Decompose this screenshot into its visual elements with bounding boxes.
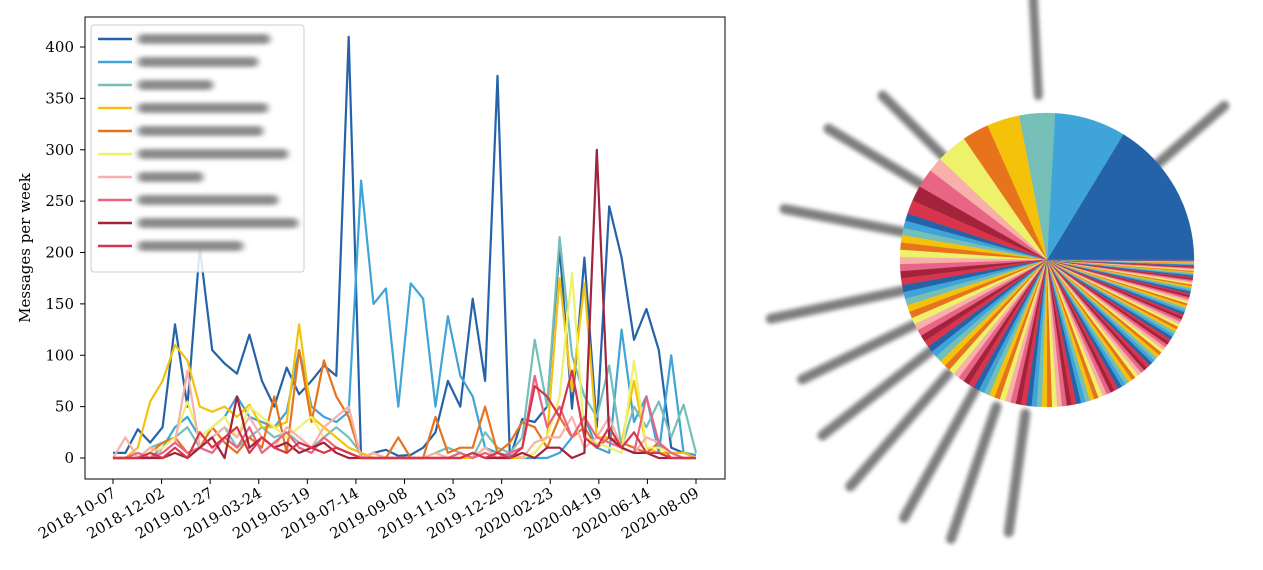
legend-label-redacted [138, 80, 213, 90]
slice-label-blur [877, 90, 948, 161]
pie-slices [899, 112, 1195, 408]
slice-label-redacted [779, 203, 913, 238]
y-tick-label: 300 [45, 141, 74, 159]
slice-label-redacted [898, 381, 982, 524]
legend-entries [98, 34, 298, 251]
legend-label-redacted [138, 34, 270, 44]
legend-label-redacted [138, 218, 298, 228]
slice-label-redacted [1003, 408, 1031, 538]
legend-label-redacted [138, 195, 278, 205]
slice-label-redacted [817, 344, 938, 441]
slice-label-redacted [845, 368, 954, 492]
slice-label-blur [845, 368, 954, 492]
y-tick-label: 400 [45, 38, 74, 56]
slice-label-redacted [797, 319, 920, 385]
y-tick-label: 200 [45, 244, 74, 262]
slice-label-blur [797, 319, 920, 385]
legend-label-redacted [138, 103, 268, 113]
y-tick-label: 50 [55, 398, 74, 416]
series-lines [112, 35, 698, 460]
slice-label-redacted [823, 123, 928, 191]
slice-label-redacted [877, 90, 948, 161]
slice-label-blur [1003, 408, 1031, 538]
slice-label-blur [817, 344, 938, 441]
slice-label-blur [765, 285, 908, 324]
slice-label-blur [779, 203, 913, 238]
legend-label-redacted [138, 172, 203, 182]
slice-label-redacted [765, 285, 908, 324]
pie-chart [765, 0, 1230, 544]
slice-label-blur [945, 401, 1002, 544]
slice-label-blur [898, 381, 982, 524]
slice-label-redacted [1028, 0, 1043, 101]
series-line [113, 369, 696, 460]
pie-slice [1046, 134, 1195, 261]
line-chart: 0 50 100 150 200 250 300 350 400 2018-10-072018-… [16, 16, 726, 543]
y-axis-label: Messages per week [16, 172, 34, 323]
slice-label-blur [1143, 100, 1230, 177]
slice-label-redacted [1143, 100, 1230, 177]
x-axis-ticks: 2018-10-072018-12-022019-01-272019-03-24… [35, 479, 702, 543]
y-tick-label: 100 [45, 346, 74, 364]
legend-label-redacted [138, 149, 288, 159]
y-tick-label: 150 [45, 295, 74, 313]
legend-label-redacted [138, 241, 243, 251]
y-tick-label: 250 [45, 192, 74, 210]
slice-label-blur [823, 123, 928, 191]
blurred-slice-labels [765, 0, 1230, 544]
legend-label-redacted [138, 126, 263, 136]
legend-label-redacted [138, 57, 258, 67]
series-line [113, 35, 697, 460]
slice-label-blur [1028, 0, 1043, 101]
y-axis-ticks: 0 50 100 150 200 250 300 350 400 [45, 38, 85, 467]
slice-label-redacted [945, 401, 1002, 544]
y-tick-label: 0 [64, 449, 74, 467]
legend [90, 24, 305, 273]
y-tick-label: 350 [45, 89, 74, 107]
